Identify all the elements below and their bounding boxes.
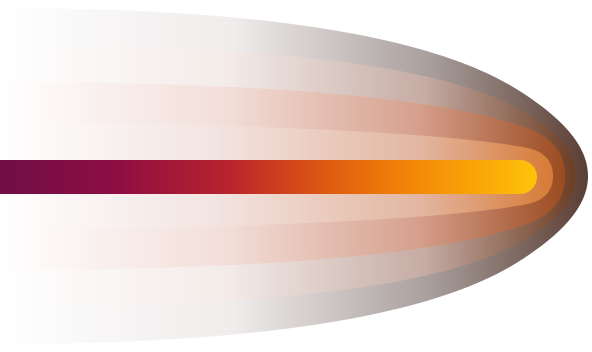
gradient-bar xyxy=(0,160,537,194)
